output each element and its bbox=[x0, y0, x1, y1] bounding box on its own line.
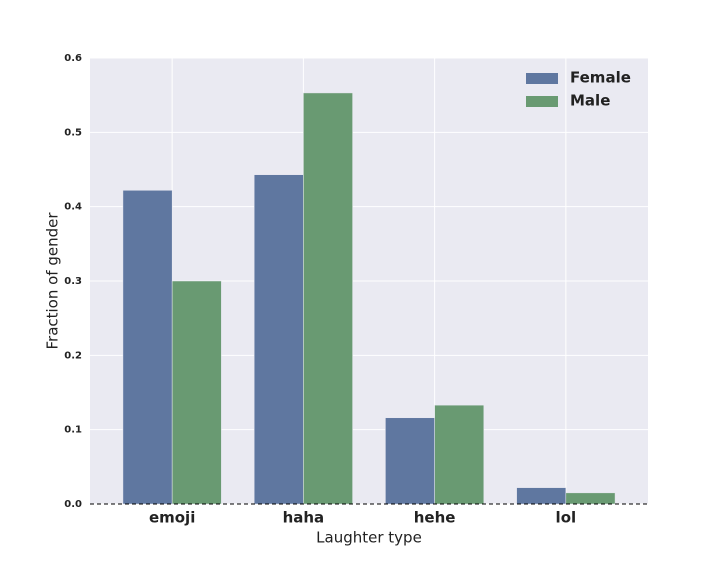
bar bbox=[122, 190, 173, 505]
y-tick-label: 0.2 bbox=[64, 350, 82, 361]
bar bbox=[171, 280, 222, 505]
y-tick-label: 0.1 bbox=[64, 425, 82, 436]
y-tick-label: 0.3 bbox=[64, 276, 82, 287]
bar bbox=[385, 417, 435, 505]
bar bbox=[434, 404, 485, 505]
legend-swatch bbox=[526, 96, 558, 107]
bar bbox=[253, 174, 304, 505]
legend-swatch bbox=[526, 73, 558, 84]
legend-label: Male bbox=[570, 92, 610, 110]
y-axis-label: Fraction of gender bbox=[44, 212, 62, 350]
y-tick-label: 0.0 bbox=[64, 499, 82, 510]
y-tick-label: 0.5 bbox=[64, 127, 82, 138]
x-axis-label: Laughter type bbox=[316, 529, 422, 547]
x-tick-label: hehe bbox=[414, 509, 456, 527]
bar bbox=[516, 487, 567, 505]
x-tick-label: lol bbox=[556, 509, 577, 527]
bar bbox=[565, 492, 616, 505]
legend-label: Female bbox=[570, 69, 631, 87]
x-tick-label: haha bbox=[283, 509, 325, 527]
y-tick-label: 0.4 bbox=[64, 202, 82, 213]
y-tick-label: 0.6 bbox=[64, 53, 82, 64]
bar bbox=[303, 92, 353, 505]
x-tick-label: emoji bbox=[149, 509, 195, 527]
